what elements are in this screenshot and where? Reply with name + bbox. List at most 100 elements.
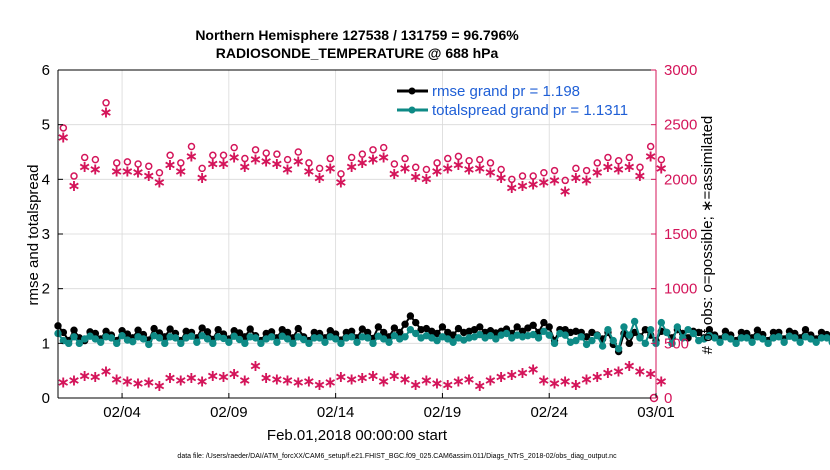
rmse-point [70, 326, 78, 334]
rmse-point [513, 323, 521, 331]
spread-point [331, 335, 340, 343]
rmse-point [540, 318, 548, 327]
obs-possible-point [497, 165, 505, 174]
y-left-tick-label: 5 [42, 117, 50, 134]
obs-possible-point [166, 151, 174, 160]
obs-possible-point [593, 159, 602, 167]
obs-assimilated-point: ∗ [57, 130, 70, 147]
obs-possible-point [582, 166, 591, 175]
y-left-tick-label: 0 [42, 390, 50, 407]
rmse-point [545, 323, 553, 331]
obs-assimilated-bottom-point: ∗ [163, 370, 176, 387]
spread-point [385, 338, 393, 346]
rmse-point [390, 324, 399, 332]
spread-point [657, 318, 666, 327]
spread-point [673, 323, 682, 331]
obs-assimilated-point: ∗ [270, 156, 283, 173]
spread-point [716, 338, 724, 346]
obs-possible-point [337, 170, 345, 178]
spread-point [764, 339, 772, 348]
obs-possible-point [70, 172, 78, 180]
y-right-tick-label: 1500 [664, 226, 697, 243]
y-left-tick-label: 4 [42, 171, 50, 188]
obs-possible-point [625, 153, 634, 162]
obs-possible-point [326, 154, 335, 163]
obs-assimilated-bottom-point: ∗ [655, 374, 668, 391]
spread-point [369, 339, 377, 348]
spread-point [187, 332, 196, 340]
legend: rmse grand pr = 1.198 totalspread grand … [397, 83, 628, 119]
chart-title-line1: Northern Hemisphere 127538 / 131759 = 96… [195, 27, 519, 43]
obs-assimilated-point: ∗ [195, 170, 208, 187]
spread-point [572, 336, 580, 345]
spread-point [759, 335, 767, 343]
obs-assimilated-bottom-point: ∗ [345, 371, 358, 388]
rmse-point [203, 328, 212, 336]
obs-assimilated-bottom-point: ∗ [302, 374, 315, 391]
obs-assimilated-bottom-point: ∗ [505, 367, 518, 384]
spread-point [796, 338, 804, 346]
y-left-tick-label: 2 [42, 281, 50, 298]
obs-possible-point [283, 155, 292, 164]
obs-assimilated-point: ∗ [174, 164, 187, 181]
obs-assimilated-point: ∗ [601, 159, 614, 176]
spread-point [299, 335, 308, 344]
y-right-tick-label: 3000 [664, 62, 697, 79]
obs-assimilated-point: ∗ [238, 159, 251, 176]
obs-assimilated-point: ∗ [473, 160, 486, 177]
obs-possible-point [273, 150, 281, 158]
plot-area [58, 69, 657, 399]
obs-possible-point [251, 146, 260, 154]
spread-point [412, 329, 420, 338]
x-tick-label: 02/14 [317, 404, 355, 421]
spread-point [529, 330, 537, 339]
obs-assimilated-point: ∗ [420, 171, 433, 188]
obs-possible-point [315, 164, 324, 173]
obs-assimilated-bottom-point: ∗ [121, 374, 134, 391]
spread-point [604, 325, 612, 334]
spread-point [598, 342, 607, 350]
spread-point [283, 335, 292, 343]
obs-assimilated-point: ∗ [591, 165, 604, 182]
y-right-tick-label: 1000 [664, 281, 697, 298]
rmse-point [438, 323, 447, 331]
spread-point [235, 335, 244, 344]
obs-assimilated-point: ∗ [153, 175, 166, 192]
spread-point [593, 331, 601, 340]
obs-assimilated-bottom-point: ∗ [580, 371, 593, 388]
spread-point [161, 339, 169, 348]
obs-assimilated-point: ∗ [633, 168, 646, 185]
obs-assimilated-point: ∗ [260, 154, 273, 171]
spread-point [401, 333, 409, 341]
obs-assimilated-bottom-point: ∗ [313, 377, 326, 394]
obs-assimilated-point: ∗ [559, 183, 572, 200]
obs-assimilated-bottom-point: ∗ [292, 375, 305, 392]
rmse-point [412, 318, 420, 327]
spread-point [433, 336, 441, 345]
obs-assimilated-point: ∗ [569, 170, 582, 187]
obs-assimilated-point: ∗ [580, 172, 593, 189]
obs-assimilated-point: ∗ [142, 168, 155, 185]
y-right-tick-label: 0 [664, 390, 672, 407]
obs-possible-point [465, 156, 473, 165]
spread-point [807, 335, 815, 343]
spread-point [315, 334, 324, 342]
obs-assimilated-bottom-point: ∗ [494, 369, 507, 386]
obs-possible-point [454, 152, 463, 161]
obs-assimilated-bottom-point: ∗ [334, 369, 347, 386]
obs-possible-point [476, 155, 484, 164]
obs-assimilated-point: ∗ [334, 175, 347, 192]
obs-possible-point [230, 143, 238, 152]
obs-assimilated-bottom-point: ∗ [281, 372, 294, 389]
obs-assimilated-point: ∗ [281, 161, 294, 178]
obs-assimilated-point: ∗ [505, 180, 518, 197]
obs-assimilated-bottom-point: ∗ [78, 368, 91, 385]
obs-assimilated-bottom-point: ∗ [409, 377, 422, 394]
obs-assimilated-point: ∗ [441, 160, 454, 177]
rmse-point [294, 324, 302, 333]
obs-assimilated-bottom-point: ∗ [591, 369, 604, 386]
y-left-tick-label: 6 [42, 62, 50, 79]
spread-point [700, 335, 708, 343]
obs-possible-point [604, 153, 612, 162]
obs-possible-point [219, 151, 228, 160]
